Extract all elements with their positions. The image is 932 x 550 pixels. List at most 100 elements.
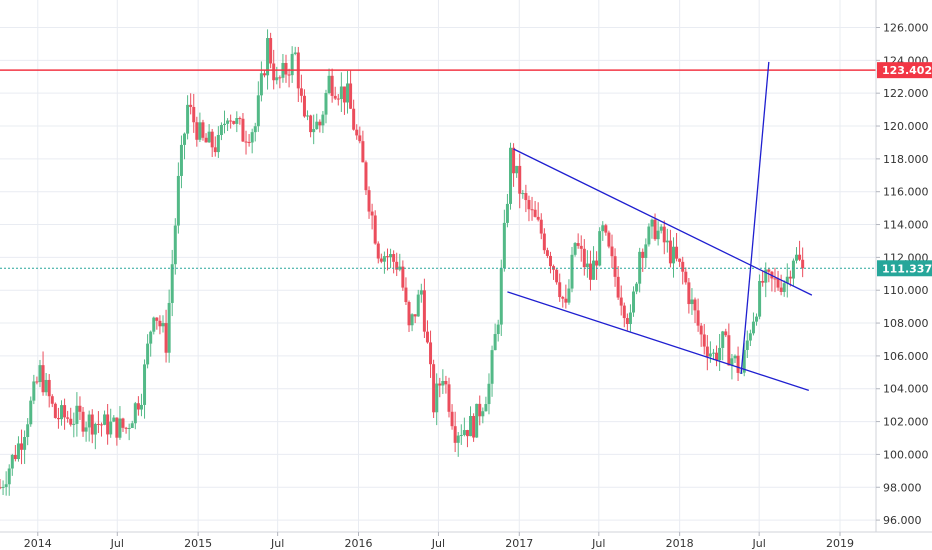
candle-up: [499, 268, 503, 325]
candle-down: [373, 215, 377, 244]
candle-up: [644, 244, 648, 258]
candle-down: [376, 243, 380, 259]
x-tick-label: 2017: [505, 537, 533, 550]
candle-down: [385, 256, 389, 258]
candle-down: [63, 405, 67, 418]
candle-up: [791, 260, 795, 279]
candle-up: [167, 302, 171, 353]
candle-up: [389, 254, 393, 258]
candle-down: [121, 418, 125, 428]
candle-down: [262, 73, 266, 76]
candle-down: [699, 325, 703, 335]
candle-up: [505, 203, 509, 223]
candle-down: [625, 318, 629, 325]
time-axis[interactable]: 2014 Jul 2015 Jul 2016 Jul 2017 Jul 2018 Jul 2019: [0, 531, 932, 550]
candle-down: [653, 219, 657, 240]
y-tick-label: 98.000: [883, 481, 922, 494]
candle-down: [705, 346, 709, 357]
candle-up: [416, 294, 420, 317]
candle-down: [604, 225, 608, 233]
candle-down: [213, 147, 217, 153]
candle-up: [496, 324, 500, 335]
candle-up: [509, 147, 513, 204]
candle-down: [158, 320, 162, 327]
candle-up: [75, 405, 79, 424]
candle-down: [247, 141, 251, 143]
channel-lower-trendline[interactable]: [507, 291, 810, 391]
candle-up: [26, 424, 30, 438]
candle-down: [662, 226, 666, 243]
y-tick-label: 110.000: [883, 284, 929, 297]
candle-up: [469, 415, 473, 437]
y-tick-label: 114.000: [883, 219, 929, 232]
candle-down: [727, 335, 731, 366]
candle-up: [598, 231, 602, 266]
candle-up: [748, 333, 752, 341]
candle-up: [419, 290, 423, 295]
candle-down: [518, 165, 522, 194]
candle-up: [462, 430, 466, 435]
x-tick-label: 2015: [184, 537, 212, 550]
candle-up: [764, 269, 768, 283]
candle-down: [413, 314, 417, 317]
candle-down: [81, 411, 85, 432]
candle-down: [69, 418, 73, 425]
candle-down: [564, 298, 568, 303]
candle-up: [146, 343, 150, 365]
candle-up: [179, 144, 183, 176]
y-tick-label: 126.000: [883, 22, 929, 35]
y-tick-label: 104.000: [883, 383, 929, 396]
candle-down: [779, 287, 783, 292]
candle-down: [773, 278, 777, 280]
candle-up: [275, 77, 279, 81]
grid-lines: [0, 0, 876, 532]
candle-down: [576, 243, 580, 246]
candle-up: [176, 175, 180, 226]
candle-down: [47, 379, 51, 397]
candle-up: [339, 86, 343, 100]
candle-down: [355, 129, 359, 136]
candle-up: [733, 355, 737, 359]
candle-up: [173, 225, 177, 265]
candle-up: [130, 423, 134, 429]
candle-down: [53, 403, 57, 418]
price-axis[interactable]: 96.000 98.000 100.000 102.000 104.000 106.000…: [875, 0, 932, 532]
candle-up: [1, 486, 5, 488]
candle-up: [659, 226, 663, 231]
candle-up: [502, 222, 506, 269]
candle-down: [370, 211, 374, 216]
candle-down: [330, 75, 334, 96]
candle-up: [601, 225, 605, 232]
horizontal-lines[interactable]: [0, 69, 876, 269]
candle-up: [635, 283, 639, 292]
candle-up: [235, 118, 239, 124]
candle-up: [459, 434, 463, 436]
candle-down: [229, 120, 233, 122]
candle-up: [10, 454, 14, 469]
breakout-target-trendline[interactable]: [740, 61, 770, 375]
candle-up: [481, 411, 485, 417]
candle-up: [382, 256, 386, 262]
last-price-tag: [877, 260, 932, 277]
candle-up: [118, 418, 122, 438]
candle-down: [238, 118, 242, 120]
candle-down: [595, 260, 599, 266]
candle-down: [607, 232, 611, 247]
candle-down: [0, 487, 2, 489]
x-tick-label: 2018: [666, 537, 694, 550]
candle-up: [87, 414, 91, 428]
candle-down: [675, 246, 679, 259]
candle-up: [72, 423, 76, 425]
candle-down: [619, 297, 623, 306]
candle-down: [379, 258, 383, 262]
candle-down: [530, 209, 534, 211]
trendlines[interactable]: [507, 61, 813, 391]
candle-down: [287, 74, 291, 76]
candle-up: [570, 254, 574, 289]
candle-down: [453, 426, 457, 443]
candle-up: [573, 243, 577, 255]
candle-up: [515, 165, 519, 174]
candle-up: [143, 364, 147, 405]
channel-upper-trendline[interactable]: [513, 148, 813, 296]
